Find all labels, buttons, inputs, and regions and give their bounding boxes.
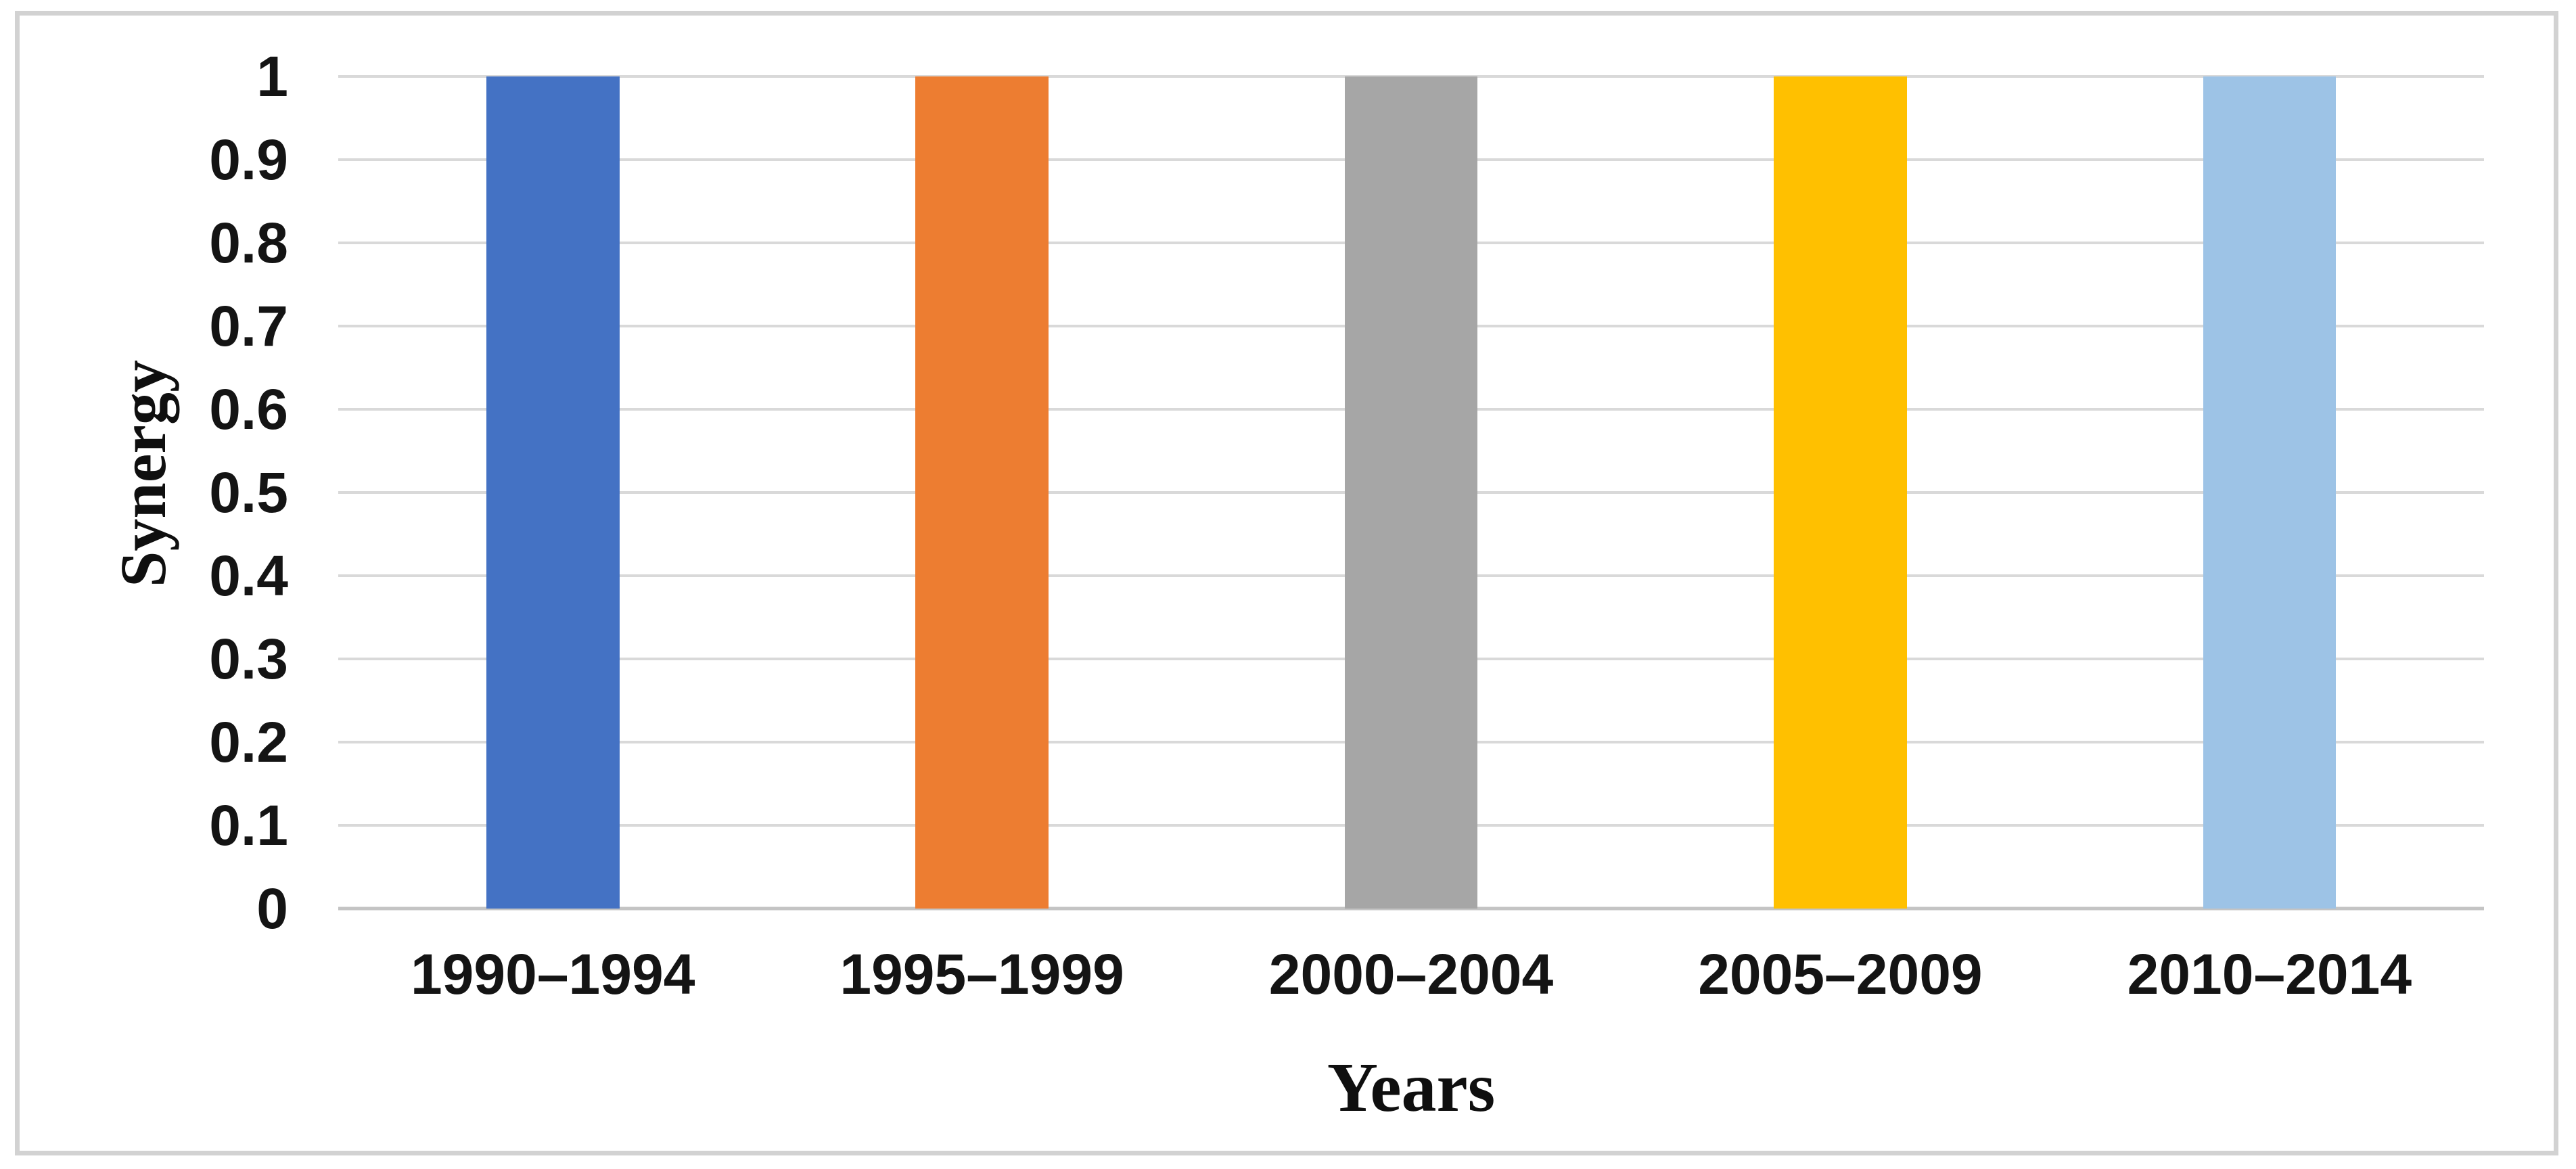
bar-cell (1197, 76, 1626, 909)
bar (486, 76, 620, 909)
bars (338, 76, 2484, 909)
bar-cell (1626, 76, 2054, 909)
y-tick-labels: 1 0.9 0.8 0.7 0.6 0.5 0.4 0.3 0.2 0.1 0 (0, 48, 314, 937)
x-tick-label: 2005–2009 (1698, 942, 1983, 1006)
bar-cell (767, 76, 1196, 909)
x-tick-labels: 1990–1994 1995–1999 2000–2004 2005–2009 2010… (338, 946, 2484, 1003)
y-tick-label: 0.8 (209, 211, 288, 275)
x-tick-label: 1995–1999 (840, 942, 1124, 1006)
x-tick-label: 1990–1994 (410, 942, 695, 1006)
bar-cell (2055, 76, 2484, 909)
bar (1774, 76, 1907, 909)
x-tick-label: 2010–2014 (2127, 942, 2412, 1006)
bar (915, 76, 1049, 909)
y-tick-label: 0 (256, 877, 288, 940)
y-tick-label: 0.5 (209, 461, 288, 524)
y-tick-label: 0.6 (209, 377, 288, 441)
x-tick-label: 2000–2004 (1268, 942, 1554, 1006)
plot-area (338, 75, 2484, 911)
gridline (338, 907, 2484, 911)
bar (1344, 76, 1478, 909)
y-tick-label: 0.1 (209, 794, 288, 857)
bar (2203, 76, 2337, 909)
x-axis-title: Years (1327, 1049, 1496, 1126)
figure-frame (15, 11, 2558, 1155)
y-tick-label: 0.3 (209, 627, 288, 691)
bar-cell (338, 76, 767, 909)
y-tick-label: 0.7 (209, 294, 288, 358)
y-tick-label: 0.4 (209, 544, 288, 608)
y-tick-label: 0.2 (209, 710, 288, 774)
y-tick-label: 0.9 (209, 128, 288, 191)
y-tick-label: 1 (256, 45, 288, 108)
